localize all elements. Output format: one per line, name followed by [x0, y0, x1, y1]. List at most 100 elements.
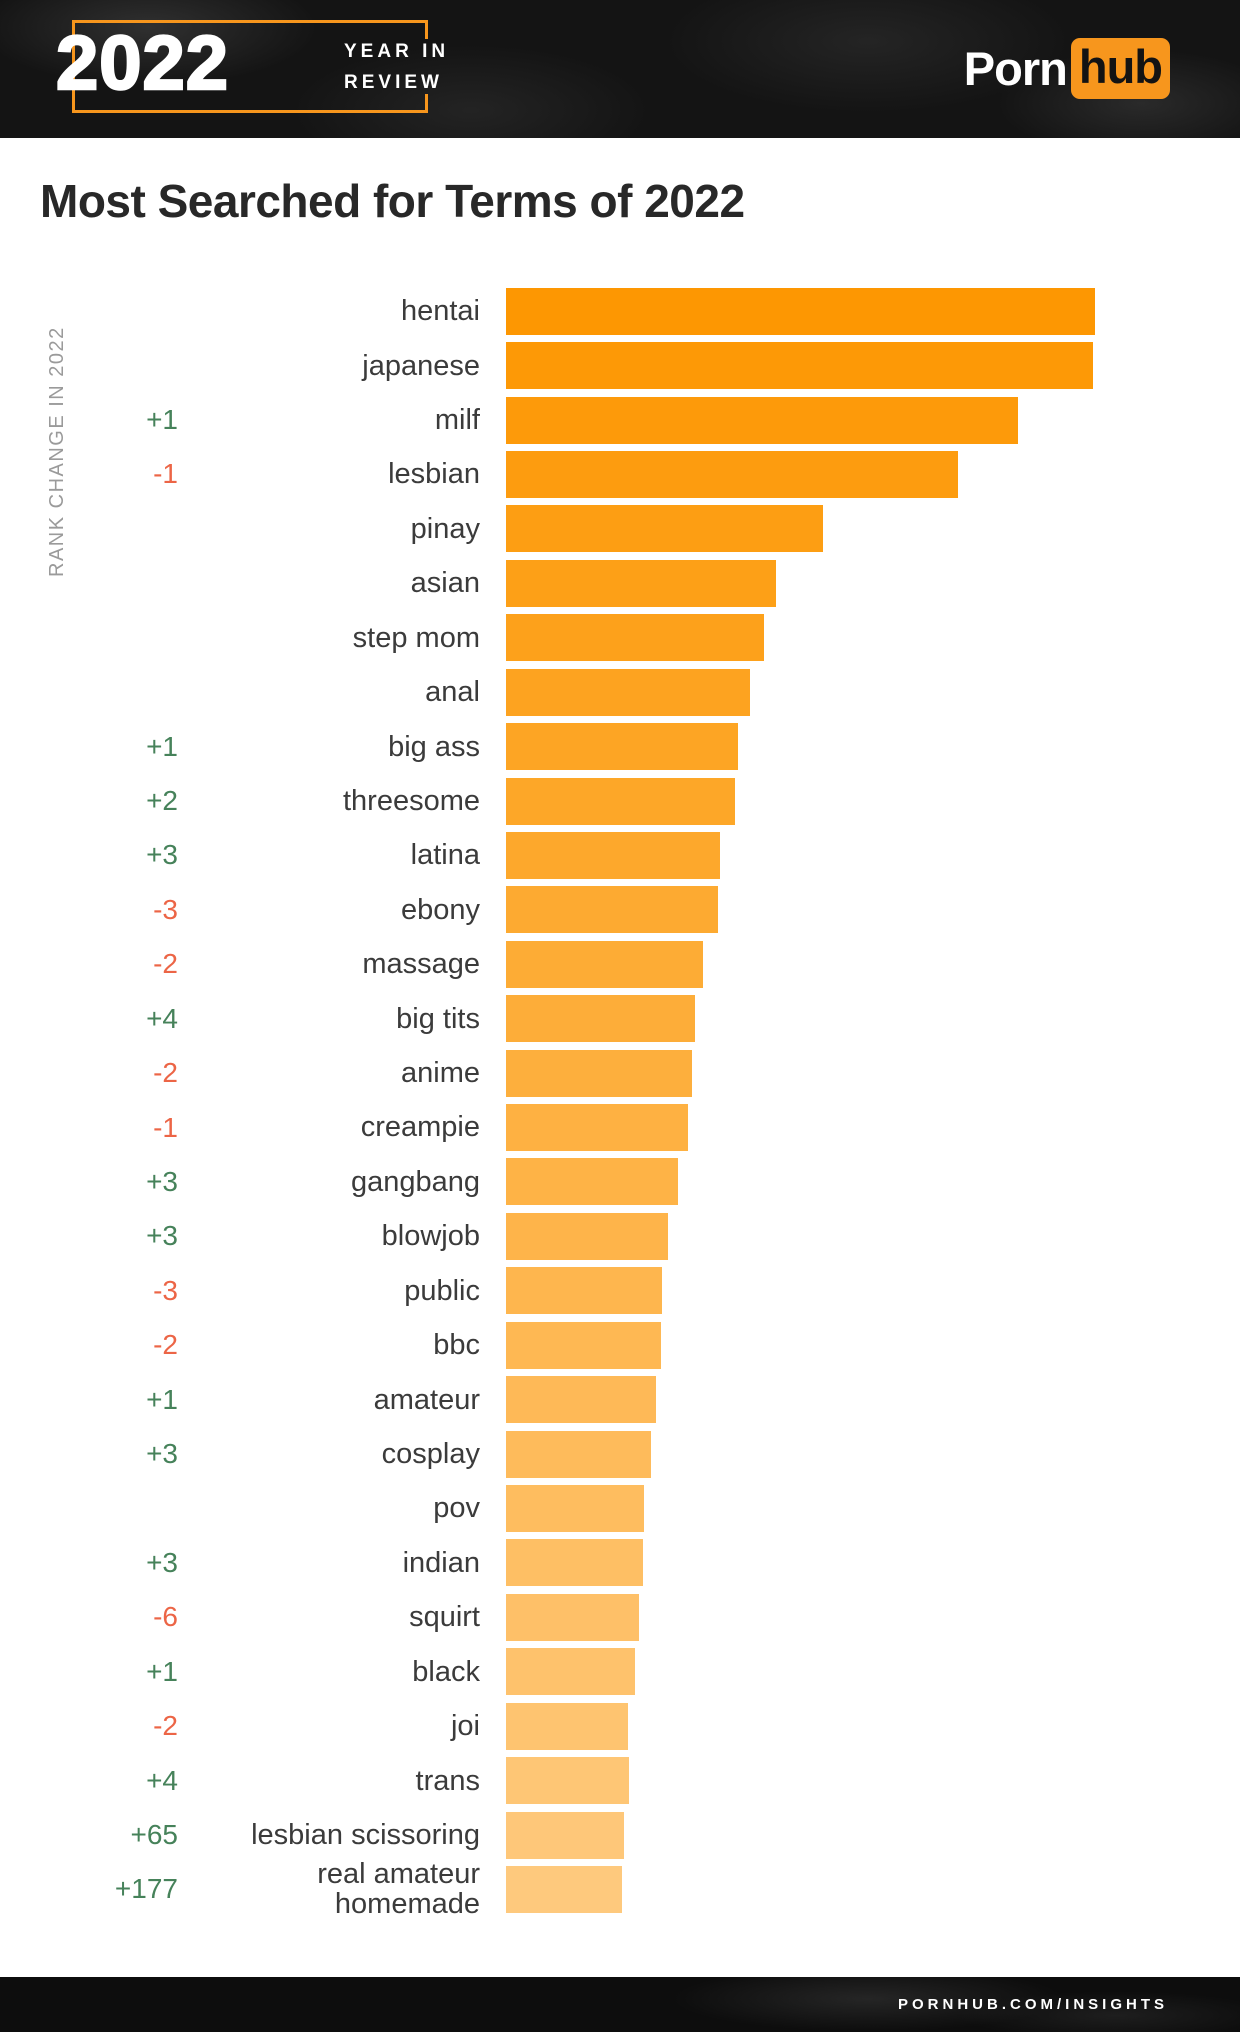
search-term-label: japanese [362, 349, 480, 382]
search-term-label: squirt [409, 1601, 480, 1634]
rank-change-value: +1 [146, 1655, 178, 1687]
chart-row: -2 massage [0, 937, 1240, 991]
bar-track [506, 1158, 1240, 1206]
search-term-bar [506, 940, 703, 988]
chart-row: +3 latina [0, 828, 1240, 882]
search-term-label: amateur [373, 1383, 480, 1416]
chart-row: +4 trans [0, 1753, 1240, 1807]
search-term-label: blowjob [381, 1220, 480, 1253]
rank-change-value: -1 [153, 458, 178, 490]
rank-change-value: +177 [114, 1873, 178, 1905]
search-term-bar [506, 1865, 622, 1913]
bar-track [506, 1484, 1240, 1532]
chart-row: +3 indian [0, 1536, 1240, 1590]
search-term-bar [506, 1702, 628, 1750]
year-badge-frame [72, 20, 428, 113]
chart-row: pov [0, 1481, 1240, 1535]
search-term-bar [506, 396, 1018, 444]
chart-row: -2 joi [0, 1699, 1240, 1753]
search-term-label: milf [434, 403, 480, 436]
search-term-bar [506, 1648, 635, 1696]
rank-change-value: -2 [153, 948, 178, 980]
search-term-bar [506, 1104, 688, 1152]
rank-change-value: +4 [146, 1002, 178, 1034]
search-term-label: big ass [388, 730, 480, 763]
bar-track [506, 614, 1240, 662]
bar-track [506, 723, 1240, 771]
search-term-bar [506, 1158, 678, 1206]
frame-corner-top [425, 23, 428, 39]
bar-track [506, 342, 1240, 390]
bar-track [506, 505, 1240, 553]
chart-row: asian [0, 556, 1240, 610]
bar-track [506, 886, 1240, 934]
search-term-bar [506, 995, 695, 1043]
search-term-bar [506, 1757, 629, 1805]
search-term-bar [506, 777, 735, 825]
caption-line1: YEAR IN [344, 41, 450, 62]
search-term-label: anal [425, 676, 480, 709]
search-term-bar [506, 1212, 668, 1260]
search-term-label: big tits [396, 1002, 480, 1035]
search-term-label: ebony [400, 893, 480, 926]
search-term-bar [506, 1811, 624, 1859]
year-badge: 2022 [55, 21, 230, 106]
search-term-label: lesbian scissoring [251, 1818, 480, 1851]
page-title: Most Searched for Terms of 2022 [40, 175, 745, 227]
bar-track [506, 1267, 1240, 1315]
chart-row: +4 big tits [0, 991, 1240, 1045]
rank-change-value: -2 [153, 1710, 178, 1742]
search-term-label: public [404, 1274, 480, 1307]
search-term-label: creampie [360, 1111, 480, 1144]
search-term-bar [506, 723, 738, 771]
frame-corner-bottom [425, 94, 428, 110]
search-term-bar [506, 1049, 692, 1097]
search-term-label: indian [402, 1546, 480, 1579]
search-term-label: lesbian [388, 458, 480, 491]
rank-change-value: +1 [146, 1383, 178, 1415]
chart-row: +3 blowjob [0, 1209, 1240, 1263]
search-term-bar [506, 450, 958, 498]
search-term-bar [506, 287, 1095, 335]
search-term-label: joi [450, 1710, 480, 1743]
search-term-label: cosplay [381, 1437, 480, 1470]
caption-line2: REVIEW [344, 72, 443, 94]
bar-track [506, 668, 1240, 716]
footer-url: PORNHUB.COM/INSIGHTS [897, 1996, 1168, 2013]
chart-row: +1 big ass [0, 719, 1240, 773]
chart-row: pinay [0, 502, 1240, 556]
pornhub-logo: Porn hub [964, 37, 1170, 99]
search-term-label: bbc [433, 1329, 480, 1362]
search-term-label: step mom [352, 621, 480, 654]
bar-track [506, 831, 1240, 879]
search-term-bar [506, 1484, 644, 1532]
rank-change-value: +3 [146, 839, 178, 871]
chart-row: -3 ebony [0, 883, 1240, 937]
search-term-bar [506, 505, 823, 553]
search-term-bar [506, 1321, 661, 1369]
search-term-bar [506, 559, 776, 607]
rank-change-value: +65 [130, 1819, 179, 1851]
bar-track [506, 450, 1240, 498]
rank-change-value: -6 [153, 1601, 178, 1633]
search-term-label: hentai [400, 295, 480, 328]
search-term-label: real amateur homemade [317, 1858, 480, 1921]
rank-change-value: +1 [146, 404, 178, 436]
rank-change-value: +3 [146, 1438, 178, 1470]
chart-row: +65 lesbian scissoring [0, 1808, 1240, 1862]
search-term-label: pov [433, 1492, 480, 1525]
search-term-bar [506, 614, 764, 662]
rank-change-value: -3 [153, 893, 178, 925]
search-term-label: black [412, 1655, 480, 1688]
bar-track [506, 1212, 1240, 1260]
bar-track [506, 1321, 1240, 1369]
bar-track [506, 1648, 1240, 1696]
search-term-bar [506, 668, 750, 716]
bar-track [506, 940, 1240, 988]
bar-track [506, 995, 1240, 1043]
bar-track [506, 1593, 1240, 1641]
rank-change-value: +4 [146, 1764, 178, 1796]
bar-track [506, 396, 1240, 444]
search-term-bar [506, 1376, 656, 1424]
chart-row: -2 bbc [0, 1318, 1240, 1372]
